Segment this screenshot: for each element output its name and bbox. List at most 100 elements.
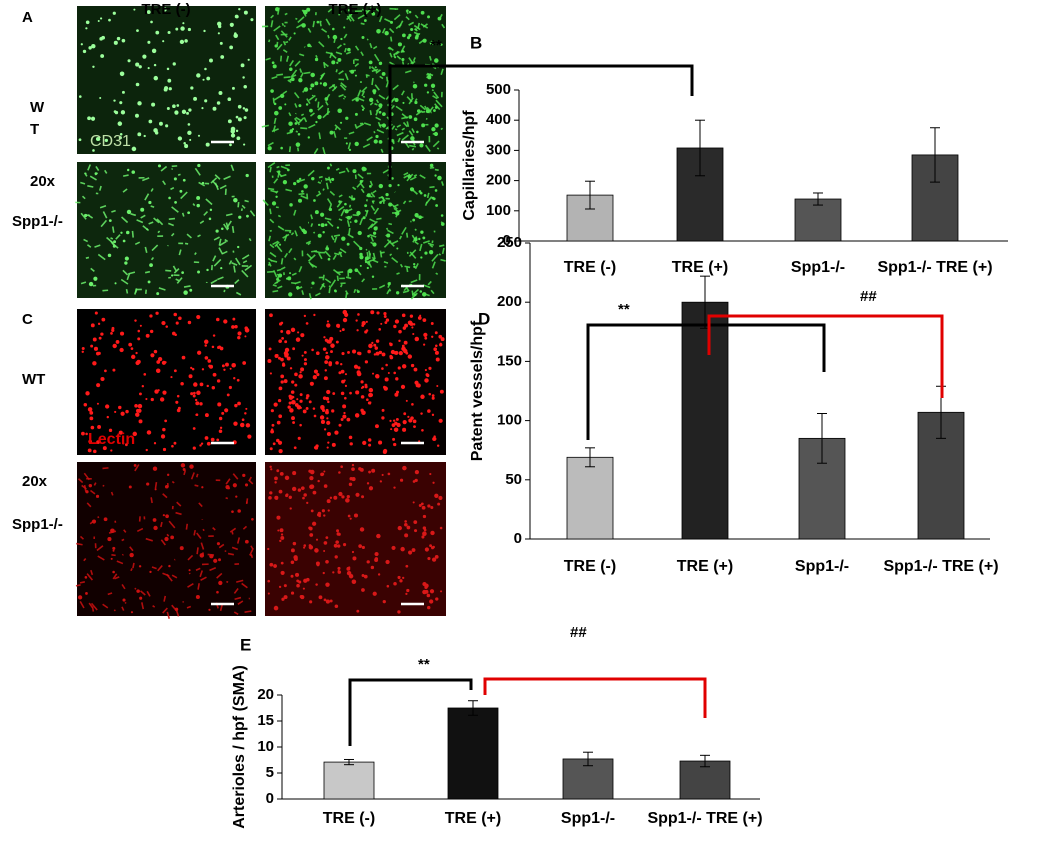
vessel bbox=[196, 595, 200, 599]
vessel bbox=[414, 368, 418, 372]
y-tick-label: 50 bbox=[505, 471, 522, 488]
vessel bbox=[100, 377, 104, 381]
vessel bbox=[156, 360, 160, 364]
vessel bbox=[178, 136, 182, 140]
vessel bbox=[289, 67, 292, 70]
vessel bbox=[120, 332, 124, 336]
vessel bbox=[312, 522, 316, 526]
micrograph bbox=[77, 6, 256, 154]
vessel bbox=[291, 592, 294, 595]
vessel bbox=[359, 253, 362, 256]
vessel bbox=[310, 83, 314, 87]
vessel bbox=[346, 277, 351, 278]
vessel bbox=[198, 135, 200, 137]
vessel bbox=[405, 565, 408, 568]
vessel bbox=[138, 404, 142, 408]
vessel bbox=[316, 55, 317, 57]
vessel bbox=[355, 390, 359, 394]
vessel bbox=[127, 289, 128, 293]
vessel bbox=[395, 377, 398, 380]
vessel bbox=[324, 376, 328, 380]
vessel bbox=[197, 474, 198, 477]
vessel bbox=[202, 182, 204, 184]
vessel bbox=[292, 421, 295, 424]
vessel bbox=[344, 397, 347, 400]
vessel bbox=[426, 373, 429, 376]
vessel bbox=[360, 265, 362, 267]
vessel bbox=[375, 135, 378, 138]
vessel bbox=[346, 142, 348, 144]
vessel bbox=[387, 585, 390, 588]
vessel bbox=[306, 322, 309, 325]
vessel bbox=[410, 28, 413, 31]
vessel bbox=[434, 132, 438, 136]
vessel bbox=[154, 442, 156, 444]
vessel bbox=[114, 610, 115, 611]
vessel bbox=[205, 436, 209, 440]
vessel bbox=[407, 233, 408, 238]
vessel bbox=[245, 611, 252, 612]
vessel bbox=[298, 488, 301, 491]
vessel bbox=[433, 109, 436, 112]
vessel bbox=[322, 509, 325, 512]
vessel bbox=[100, 17, 102, 19]
vessel bbox=[196, 391, 200, 395]
vessel bbox=[408, 354, 412, 358]
vessel bbox=[435, 331, 438, 334]
vessel bbox=[435, 170, 439, 171]
vessel bbox=[403, 349, 407, 353]
vessel bbox=[315, 210, 319, 214]
vessel bbox=[114, 110, 117, 113]
vessel bbox=[324, 62, 325, 68]
vessel bbox=[350, 442, 353, 445]
vessel bbox=[127, 210, 131, 214]
vessel bbox=[345, 209, 349, 213]
vessel bbox=[331, 178, 334, 181]
vessel bbox=[181, 463, 185, 467]
vessel bbox=[332, 443, 336, 447]
column-label: TRE (-) bbox=[141, 1, 190, 18]
vessel bbox=[278, 414, 282, 418]
vessel bbox=[335, 555, 338, 558]
vessel bbox=[298, 374, 302, 378]
vessel bbox=[341, 495, 344, 498]
vessel bbox=[245, 328, 250, 333]
vessel bbox=[271, 409, 274, 412]
vessel bbox=[267, 580, 270, 583]
vessel bbox=[238, 202, 239, 207]
vessel bbox=[376, 339, 379, 342]
vessel bbox=[423, 526, 426, 529]
vessel bbox=[440, 390, 444, 394]
vessel bbox=[389, 420, 391, 422]
vessel bbox=[293, 182, 296, 185]
vessel bbox=[357, 370, 361, 374]
vessel bbox=[277, 274, 278, 275]
vessel bbox=[367, 350, 371, 354]
vessel bbox=[298, 199, 302, 203]
vessel bbox=[217, 379, 220, 382]
vessel bbox=[347, 48, 350, 51]
vessel bbox=[338, 471, 341, 474]
vessel bbox=[383, 600, 386, 603]
vessel bbox=[398, 526, 402, 530]
vessel bbox=[128, 343, 132, 347]
vessel bbox=[182, 356, 186, 360]
vessel bbox=[352, 551, 354, 553]
vessel bbox=[371, 469, 375, 473]
vessel bbox=[303, 230, 307, 234]
vessel bbox=[76, 585, 81, 586]
vessel bbox=[209, 218, 212, 221]
vessel bbox=[323, 347, 327, 351]
vessel bbox=[436, 385, 438, 387]
vessel bbox=[243, 85, 247, 89]
vessel bbox=[236, 130, 238, 132]
vessel bbox=[387, 228, 388, 230]
vessel bbox=[339, 219, 342, 220]
vessel bbox=[338, 492, 342, 496]
vessel bbox=[316, 563, 319, 566]
vessel bbox=[383, 312, 386, 315]
vessel bbox=[432, 557, 436, 561]
vessel bbox=[376, 218, 381, 219]
vessel bbox=[424, 194, 427, 197]
vessel bbox=[268, 592, 270, 594]
